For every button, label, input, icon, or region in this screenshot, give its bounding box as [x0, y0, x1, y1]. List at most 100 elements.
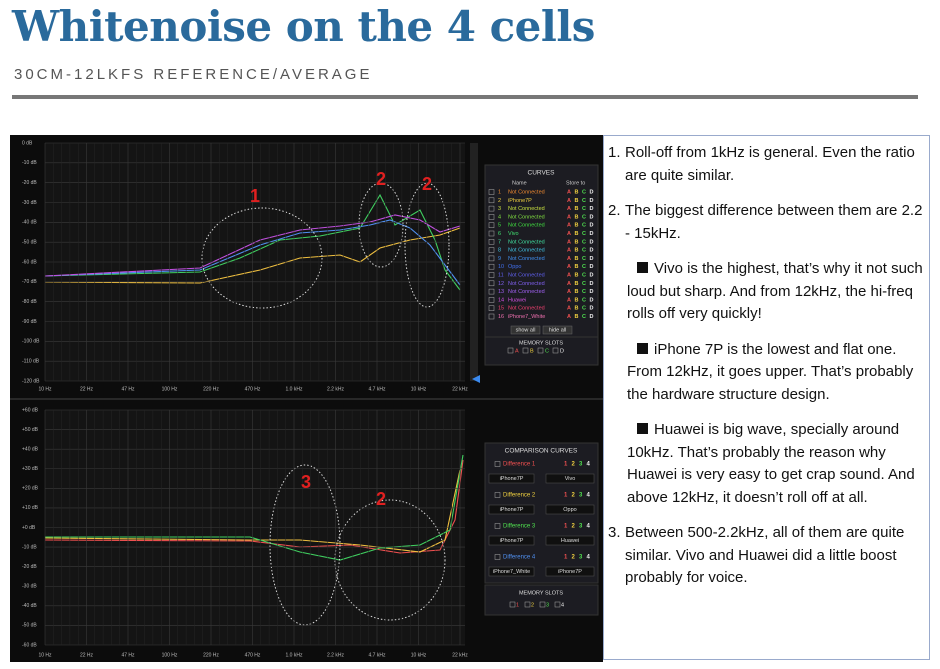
store-letter: A — [567, 231, 571, 237]
store-letter: C — [582, 297, 586, 303]
checkbox — [488, 230, 495, 237]
title: Whitenoise on the 4 cells — [12, 2, 595, 51]
row-number: 8 — [498, 248, 501, 254]
row-name: Oppo — [508, 264, 521, 270]
ellipse — [358, 182, 404, 268]
difference-name: Difference 3 — [503, 524, 536, 530]
y-tick-label: -30 dB — [22, 584, 37, 590]
button-label: hide all — [549, 327, 566, 333]
store-letter: D — [590, 223, 594, 229]
panel-title: CURVES — [528, 170, 556, 177]
slot-label: 1 — [516, 602, 519, 608]
x-tick-label: 1.0 kHz — [286, 652, 303, 658]
row-number: 5 — [498, 223, 501, 229]
x-tick-label: 470 Hz — [245, 652, 261, 658]
y-tick-label: -110 dB — [22, 358, 40, 364]
bullet — [637, 262, 648, 273]
row-number: 14 — [498, 297, 504, 303]
x-tick-label: 2.2 kHz — [327, 386, 344, 392]
store-letter: B — [575, 206, 579, 212]
checkbox — [494, 523, 501, 529]
store-letter: B — [575, 198, 579, 204]
store-letter: D — [590, 306, 594, 312]
row-number: 2 — [498, 198, 501, 204]
store-letter: D — [590, 189, 594, 195]
x-tick-label: 47 Hz — [121, 386, 135, 392]
row-name: Not Connected — [508, 214, 545, 220]
y-tick-label: +50 dB — [22, 427, 39, 433]
row-number: 11 — [498, 272, 504, 278]
store-letter: D — [590, 198, 594, 204]
y-tick-label: -30 dB — [22, 200, 37, 206]
x-tick-label: 10 Hz — [38, 652, 52, 658]
checkbox — [537, 347, 544, 354]
store-letter: A — [567, 297, 571, 303]
y-tick-label: -20 dB — [22, 180, 37, 186]
slot-label: D — [560, 348, 564, 354]
curve-number: 4 — [587, 462, 591, 468]
y-tick-label: -40 dB — [22, 603, 37, 609]
y-tick-label: -120 dB — [22, 378, 40, 384]
store-letter: A — [567, 248, 571, 254]
subtitle: 30CM-12LKFS REFERENCE/AVERAGE — [14, 66, 373, 83]
note-number: 2. — [608, 202, 621, 219]
checkbox — [488, 313, 495, 320]
store-letter: B — [575, 256, 579, 262]
store-letter: A — [567, 256, 571, 262]
store-letter: C — [582, 248, 586, 254]
note: Huawei is big wave, specially around 10k… — [608, 419, 923, 509]
row-number: 10 — [498, 264, 504, 270]
y-tick-label: -10 dB — [22, 160, 37, 166]
row-number: 4 — [498, 214, 501, 220]
column-header: Name — [512, 180, 527, 186]
curve-number: 3 — [579, 493, 583, 499]
x-tick-label: 220 Hz — [203, 386, 219, 392]
store-letter: B — [575, 231, 579, 237]
store-letter: B — [575, 223, 579, 229]
y-tick-label: -50 dB — [22, 239, 37, 245]
y-tick-label: +60 dB — [22, 407, 39, 413]
annotation: 1 — [250, 186, 260, 206]
checkbox — [539, 601, 546, 608]
checkbox — [509, 601, 516, 608]
row-name: Vivo — [508, 231, 519, 237]
store-letter: C — [582, 239, 586, 245]
field — [545, 566, 595, 577]
checkbox — [552, 347, 559, 354]
annotation: 3 — [301, 472, 311, 492]
store-letter: B — [575, 314, 579, 320]
store-letter: A — [567, 189, 571, 195]
curve-number: 1 — [564, 524, 568, 530]
checkbox — [488, 297, 495, 303]
x-tick-label: 100 Hz — [162, 652, 178, 658]
row-name: Not Connected — [508, 306, 545, 312]
field — [545, 473, 595, 484]
store-letter: D — [590, 314, 594, 320]
store-letter: A — [567, 306, 571, 312]
checkbox — [488, 288, 495, 295]
curve-number: 1 — [564, 555, 568, 561]
button[interactable] — [542, 325, 573, 335]
highlight-ellipses — [201, 182, 450, 626]
x-tick-label: 4.7 kHz — [369, 652, 386, 658]
curve — [44, 214, 461, 277]
store-letter: C — [582, 289, 586, 295]
store-letter: A — [567, 289, 571, 295]
x-tick-label: 22 Hz — [80, 652, 94, 658]
ellipse — [201, 207, 323, 309]
curve-number: 3 — [579, 524, 583, 530]
slot-label: 4 — [561, 602, 564, 608]
note: 1. Roll-off from 1kHz is general. Even th… — [608, 142, 923, 187]
row-number: 16 — [498, 314, 504, 320]
curve-a: iPhone7P — [500, 538, 524, 544]
annotation: 2 — [376, 489, 386, 509]
button[interactable] — [510, 325, 541, 335]
checkbox — [494, 554, 501, 560]
curve-number: 1 — [564, 462, 568, 468]
row-name: Not Connected — [508, 289, 545, 295]
checkbox — [488, 239, 495, 245]
store-letter: C — [582, 281, 586, 287]
checkbox — [488, 247, 495, 253]
note-number: 1. — [608, 144, 621, 161]
y-tick-label: -80 dB — [22, 299, 37, 305]
